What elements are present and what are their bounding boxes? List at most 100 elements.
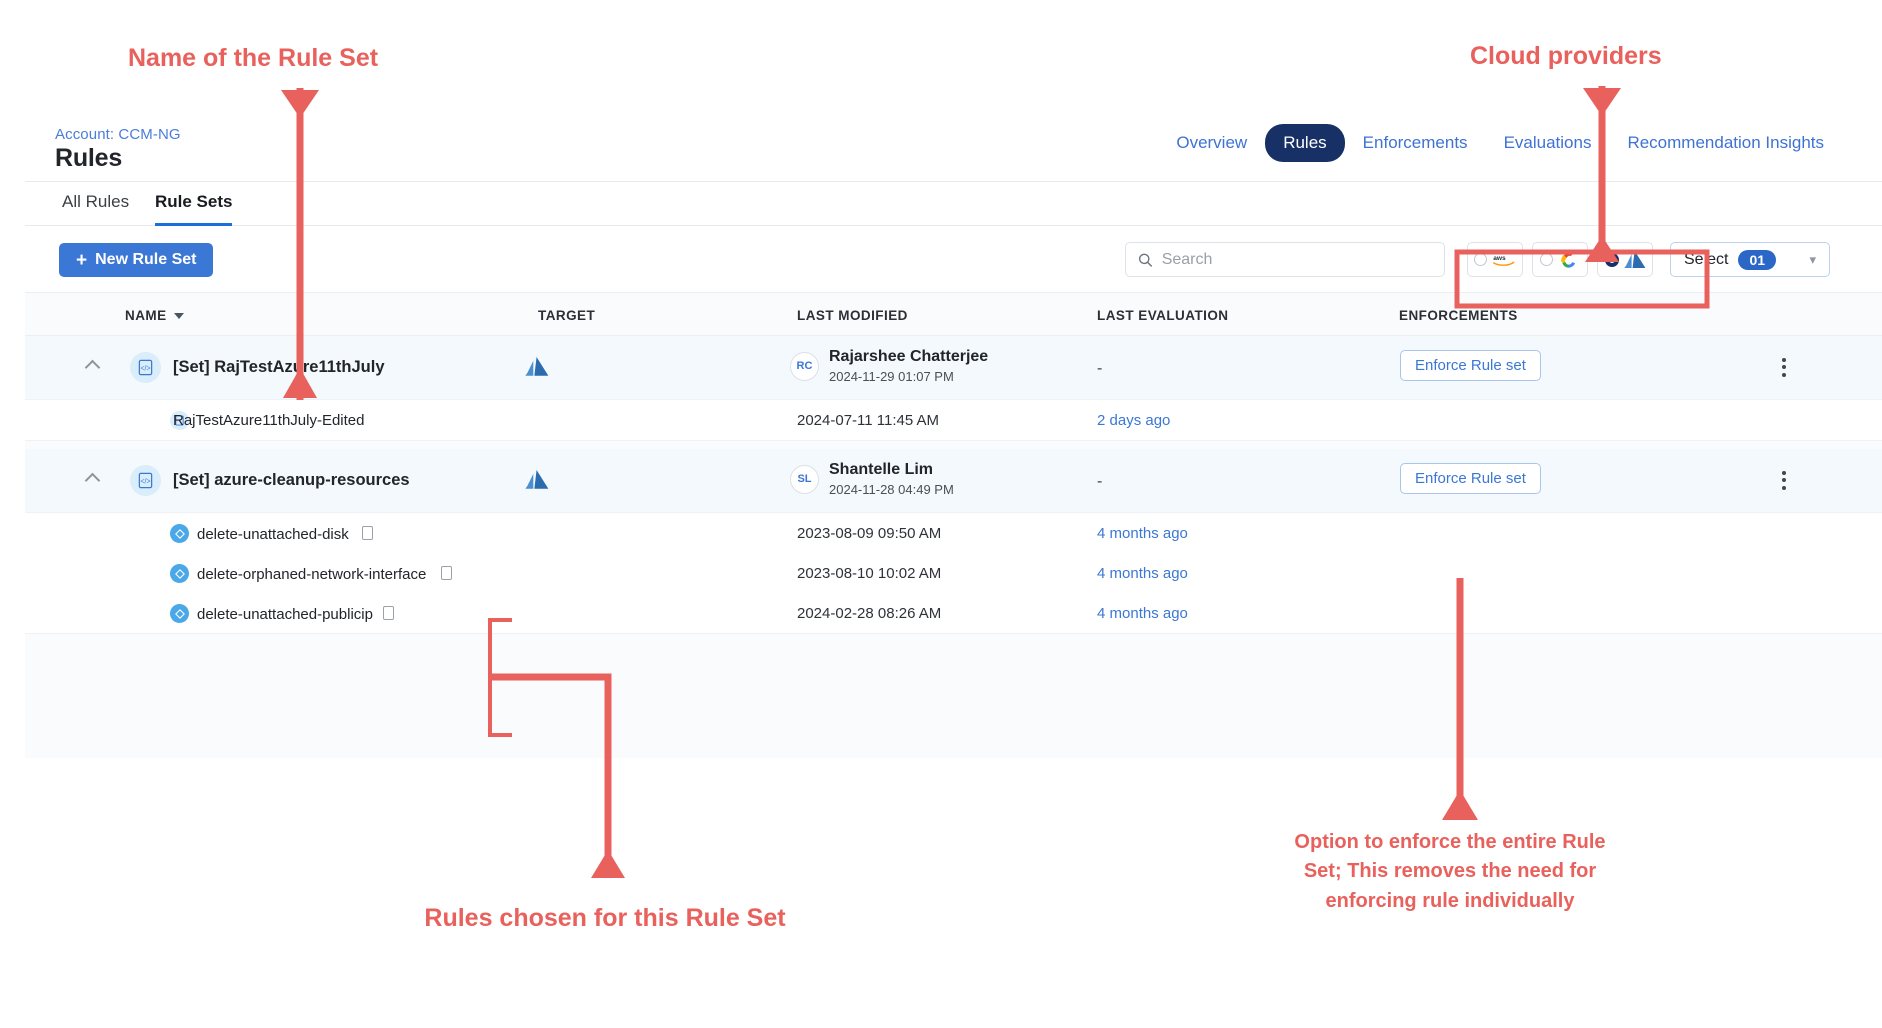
avatar: RC	[790, 351, 819, 381]
rule-icon	[170, 411, 189, 430]
rule-last-modified: 2024-07-11 11:45 AM	[797, 412, 940, 429]
rule-name[interactable]: delete-unattached-publicip	[197, 606, 373, 623]
column-header-name[interactable]: NAME	[125, 308, 184, 323]
author-name: Rajarshee Chatterjee	[829, 348, 989, 365]
rule-name[interactable]: delete-unattached-disk	[197, 526, 349, 543]
row-menu-kebab-icon[interactable]	[1773, 354, 1795, 380]
toolbar: + New Rule Set aws	[25, 226, 1882, 292]
svg-text:aws: aws	[1493, 255, 1506, 262]
target-azure-icon	[525, 356, 549, 382]
primary-nav: Overview Rules Enforcements Evaluations …	[1158, 124, 1842, 162]
rule-last-evaluation[interactable]: 4 months ago	[1097, 565, 1188, 582]
author-timestamp: 2024-11-28 04:49 PM	[829, 482, 954, 497]
google-cloud-icon	[1561, 251, 1576, 268]
avatar: SL	[790, 464, 819, 494]
app-header: Account: CCM-NG Rules Overview Rules Enf…	[25, 108, 1882, 182]
rule-set-name[interactable]: [Set] azure-cleanup-resources	[173, 471, 410, 489]
new-rule-set-button[interactable]: + New Rule Set	[59, 243, 214, 277]
table-header: NAME TARGET LAST MODIFIED LAST EVALUATIO…	[25, 292, 1882, 336]
rules-application: Account: CCM-NG Rules Overview Rules Enf…	[25, 108, 1882, 758]
rule-name[interactable]: delete-orphaned-network-interface	[197, 566, 427, 583]
search-input[interactable]	[1161, 250, 1432, 269]
author-name: Shantelle Lim	[829, 461, 934, 478]
nav-item-rules[interactable]: Rules	[1265, 124, 1345, 162]
select-label: Select	[1684, 250, 1729, 268]
collapse-chevron-up-icon[interactable]	[84, 359, 101, 376]
search-box[interactable]	[1125, 242, 1445, 277]
annotation-rules-chosen: Rules chosen for this Rule Set	[424, 904, 786, 932]
svg-text:</>: </>	[140, 477, 150, 485]
table-row[interactable]: </> [Set] RajTestAzure11thJuly RC Rajars…	[25, 336, 1882, 400]
radio-gcp[interactable]	[1540, 253, 1553, 266]
rule-last-evaluation[interactable]: 4 months ago	[1097, 525, 1188, 542]
rule-set-group: </> [Set] RajTestAzure11thJuly RC Rajars…	[25, 336, 1882, 441]
annotation-cloud-providers: Cloud providers	[1470, 42, 1662, 70]
provider-chip-gcp[interactable]	[1532, 242, 1588, 277]
rule-last-modified: 2023-08-09 09:50 AM	[797, 525, 942, 542]
cloud-provider-filters: aws	[1467, 242, 1653, 277]
enforce-rule-set-button[interactable]: Enforce Rule set	[1400, 463, 1541, 494]
copy-icon[interactable]	[441, 566, 452, 580]
list-item[interactable]: delete-unattached-disk 2023-08-09 09:50 …	[25, 513, 1882, 553]
rule-set-group: </> [Set] azure-cleanup-resources SL Sha…	[25, 449, 1882, 634]
rule-last-evaluation[interactable]: 4 months ago	[1097, 605, 1188, 622]
target-azure-icon	[525, 469, 549, 495]
sort-descending-icon[interactable]	[173, 312, 184, 319]
aws-icon: aws	[1493, 255, 1515, 266]
plus-icon: +	[76, 249, 88, 271]
author-timestamp: 2024-11-29 01:07 PM	[829, 369, 954, 384]
svg-text:</>: </>	[140, 364, 150, 372]
account-breadcrumb[interactable]: Account: CCM-NG	[55, 126, 181, 143]
rule-set-children: delete-unattached-disk 2023-08-09 09:50 …	[25, 513, 1882, 634]
rule-set-children: RajTestAzure11thJuly-Edited 2024-07-11 1…	[25, 400, 1882, 441]
select-count-badge: 01	[1738, 249, 1777, 270]
nav-item-enforcements[interactable]: Enforcements	[1362, 133, 1468, 152]
enforce-rule-set-button[interactable]: Enforce Rule set	[1400, 350, 1541, 381]
rule-diamond-icon	[170, 604, 189, 623]
search-icon	[1138, 253, 1153, 267]
last-modified-author: SL Shantelle Lim 2024-11-28 04:49 PM	[790, 461, 954, 497]
column-header-target: TARGET	[538, 308, 596, 323]
nav-item-recommendation-insights[interactable]: Recommendation Insights	[1627, 133, 1824, 152]
radio-aws[interactable]	[1474, 253, 1487, 266]
list-item[interactable]: delete-unattached-publicip 2024-02-28 08…	[25, 593, 1882, 633]
copy-icon[interactable]	[362, 526, 373, 540]
annotation-enforce-note: Option to enforce the entire Rule Set; T…	[1294, 831, 1606, 912]
column-header-name-label: NAME	[125, 308, 167, 323]
provider-chip-aws[interactable]: aws	[1467, 242, 1523, 277]
rule-diamond-icon	[170, 524, 189, 543]
collapse-chevron-up-icon[interactable]	[84, 472, 101, 489]
rule-last-modified: 2024-02-28 08:26 AM	[797, 605, 942, 622]
copy-icon[interactable]	[383, 606, 394, 620]
nav-item-evaluations[interactable]: Evaluations	[1503, 133, 1592, 152]
tab-all-rules[interactable]: All Rules	[62, 192, 130, 211]
last-evaluation-value: -	[1097, 473, 1103, 490]
rule-set-icon: </>	[130, 352, 161, 383]
chevron-down-icon[interactable]: ▾	[1809, 251, 1816, 267]
radio-azure[interactable]	[1604, 252, 1619, 267]
rule-diamond-icon	[170, 564, 189, 583]
column-header-last-modified: LAST MODIFIED	[797, 308, 908, 323]
azure-icon	[1623, 250, 1645, 268]
rule-set-icon: </>	[130, 465, 161, 496]
rule-last-evaluation[interactable]: 2 days ago	[1097, 412, 1171, 429]
rule-name[interactable]: RajTestAzure11thJuly-Edited	[173, 412, 365, 429]
annotation-rule-set-name: Name of the Rule Set	[128, 44, 379, 72]
sub-tabs: All Rules Rule Sets	[25, 182, 1882, 226]
last-evaluation-value: -	[1097, 360, 1103, 377]
provider-chip-azure[interactable]	[1597, 242, 1653, 277]
tab-rule-sets[interactable]: Rule Sets	[155, 192, 233, 226]
list-item[interactable]: RajTestAzure11thJuly-Edited 2024-07-11 1…	[25, 400, 1882, 440]
column-header-last-evaluation: LAST EVALUATION	[1097, 308, 1229, 323]
page-title: Rules	[55, 144, 123, 172]
new-rule-set-label: New Rule Set	[95, 251, 197, 268]
rule-set-name[interactable]: [Set] RajTestAzure11thJuly	[173, 358, 385, 376]
rule-last-modified: 2023-08-10 10:02 AM	[797, 565, 942, 582]
table-row[interactable]: </> [Set] azure-cleanup-resources SL Sha…	[25, 449, 1882, 513]
nav-item-overview[interactable]: Overview	[1176, 133, 1248, 152]
select-dropdown[interactable]: Select 01 ▾	[1670, 242, 1830, 277]
row-menu-kebab-icon[interactable]	[1773, 467, 1795, 493]
last-modified-author: RC Rajarshee Chatterjee 2024-11-29 01:07…	[790, 348, 988, 384]
list-item[interactable]: delete-orphaned-network-interface 2023-0…	[25, 553, 1882, 593]
